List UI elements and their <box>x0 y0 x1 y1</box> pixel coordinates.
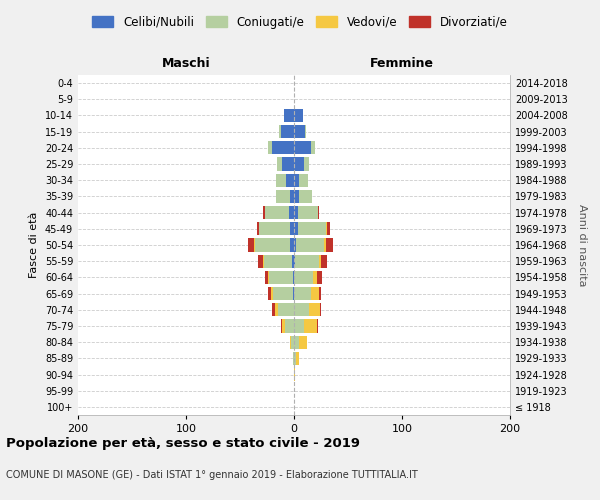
Bar <box>294 206 298 220</box>
Bar <box>275 190 290 203</box>
Bar <box>294 109 302 122</box>
Bar <box>293 352 294 365</box>
Bar <box>272 303 275 316</box>
Bar <box>248 238 254 252</box>
Bar <box>279 125 281 138</box>
Bar <box>275 303 278 316</box>
Bar <box>294 287 311 300</box>
Bar <box>299 174 308 187</box>
Bar <box>259 222 290 235</box>
Bar <box>294 174 299 187</box>
Bar <box>264 254 292 268</box>
Bar <box>263 206 265 220</box>
Bar <box>275 174 286 187</box>
Bar <box>298 222 326 235</box>
Bar <box>257 222 259 235</box>
Bar <box>321 254 328 268</box>
Bar <box>294 238 296 252</box>
Bar <box>294 125 305 138</box>
Bar <box>313 270 317 284</box>
Bar <box>291 336 294 349</box>
Text: Popolazione per età, sesso e stato civile - 2019: Popolazione per età, sesso e stato civil… <box>6 437 360 450</box>
Bar <box>255 238 290 252</box>
Bar <box>263 254 264 268</box>
Bar <box>294 254 295 268</box>
Bar <box>265 206 289 220</box>
Bar <box>294 352 296 365</box>
Bar <box>286 174 294 187</box>
Bar <box>254 238 255 252</box>
Bar <box>298 206 318 220</box>
Bar <box>265 270 268 284</box>
Bar <box>277 158 282 170</box>
Bar <box>272 141 294 154</box>
Bar <box>278 303 294 316</box>
Bar <box>259 254 263 268</box>
Bar <box>296 238 324 252</box>
Bar <box>294 141 311 154</box>
Bar <box>294 368 295 381</box>
Bar <box>294 158 304 170</box>
Bar <box>309 303 320 316</box>
Bar <box>274 287 293 300</box>
Bar <box>293 287 294 300</box>
Bar <box>320 303 321 316</box>
Bar <box>290 190 294 203</box>
Bar <box>284 109 294 122</box>
Bar <box>268 141 272 154</box>
Bar <box>326 222 328 235</box>
Bar <box>295 254 319 268</box>
Bar <box>328 222 329 235</box>
Bar <box>282 320 286 332</box>
Text: Maschi: Maschi <box>161 57 211 70</box>
Bar <box>282 158 294 170</box>
Bar <box>268 270 269 284</box>
Y-axis label: Anni di nascita: Anni di nascita <box>577 204 587 286</box>
Legend: Celibi/Nubili, Coniugati/e, Vedovi/e, Divorziati/e: Celibi/Nubili, Coniugati/e, Vedovi/e, Di… <box>88 11 512 34</box>
Bar <box>290 222 294 235</box>
Text: COMUNE DI MASONE (GE) - Dati ISTAT 1° gennaio 2019 - Elaborazione TUTTITALIA.IT: COMUNE DI MASONE (GE) - Dati ISTAT 1° ge… <box>6 470 418 480</box>
Bar <box>305 125 306 138</box>
Bar <box>293 270 294 284</box>
Bar <box>304 320 317 332</box>
Bar <box>294 320 304 332</box>
Bar <box>286 320 294 332</box>
Bar <box>326 238 333 252</box>
Bar <box>289 206 294 220</box>
Bar <box>318 206 319 220</box>
Bar <box>294 303 309 316</box>
Text: Femmine: Femmine <box>370 57 434 70</box>
Bar <box>290 336 291 349</box>
Bar <box>324 238 326 252</box>
Bar <box>269 270 293 284</box>
Bar <box>292 254 294 268</box>
Bar <box>281 125 294 138</box>
Bar <box>294 270 313 284</box>
Bar <box>304 158 309 170</box>
Y-axis label: Fasce di età: Fasce di età <box>29 212 39 278</box>
Bar <box>319 287 321 300</box>
Bar <box>296 352 299 365</box>
Bar <box>294 336 299 349</box>
Bar <box>268 287 271 300</box>
Bar <box>311 287 319 300</box>
Bar <box>299 336 307 349</box>
Bar <box>311 141 314 154</box>
Bar <box>290 238 294 252</box>
Bar <box>271 287 274 300</box>
Bar <box>317 320 318 332</box>
Bar <box>299 190 313 203</box>
Bar <box>294 190 299 203</box>
Bar <box>294 222 298 235</box>
Bar <box>281 320 282 332</box>
Bar <box>317 270 322 284</box>
Bar <box>319 254 321 268</box>
